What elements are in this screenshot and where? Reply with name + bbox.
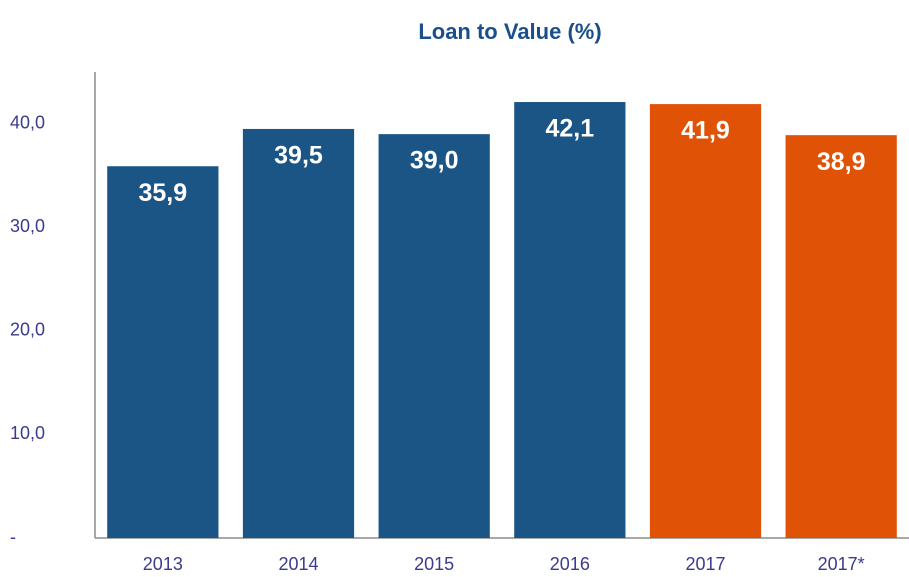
bar — [378, 134, 490, 538]
x-tick-label: 2017* — [818, 554, 865, 574]
x-tick-label: 2016 — [550, 554, 590, 574]
bar — [242, 128, 355, 538]
value-label: 39,0 — [410, 147, 459, 175]
value-label: 41,9 — [681, 117, 730, 145]
bar — [649, 104, 762, 538]
value-label: 42,1 — [545, 115, 594, 143]
chart-title: Loan to Value (%) — [418, 19, 601, 44]
x-tick-label: 2017 — [685, 554, 725, 574]
value-label: 38,9 — [817, 148, 866, 176]
x-tick-label: 2013 — [143, 554, 183, 574]
value-label: 35,9 — [138, 179, 187, 207]
bar — [785, 135, 897, 538]
y-tick-label: 40,0 — [10, 113, 45, 133]
value-label: 39,5 — [274, 142, 323, 170]
bar — [514, 102, 626, 538]
y-tick-label: 30,0 — [10, 216, 45, 236]
y-tick-label: - — [10, 527, 16, 547]
x-tick-label: 2014 — [278, 554, 318, 574]
y-tick-label: 20,0 — [10, 320, 45, 340]
x-tick-label: 2015 — [414, 554, 454, 574]
y-tick-label: 10,0 — [10, 423, 45, 443]
bar — [107, 166, 219, 539]
